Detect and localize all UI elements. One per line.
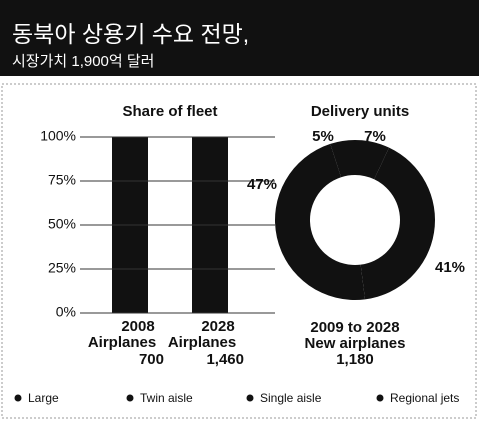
legend-label: Large	[28, 391, 59, 405]
total-label: 700	[139, 351, 164, 368]
chart-title: Share of fleet	[122, 103, 217, 120]
y-tick-label: 100%	[40, 128, 76, 144]
value-label: 47%	[247, 176, 277, 193]
legend-dot	[126, 394, 134, 402]
value-label: 41%	[435, 259, 465, 276]
x-tick-label: 2008	[121, 318, 154, 335]
chart-title: Delivery units	[311, 103, 409, 120]
header-title: 동북아 상용기 수요 전망,	[12, 21, 249, 47]
legend-dot	[376, 394, 384, 402]
y-tick-label: 0%	[56, 304, 76, 320]
value-label: 7%	[364, 128, 386, 145]
y-tick-label: 75%	[48, 172, 76, 188]
category-label: Airplanes	[168, 334, 236, 351]
y-tick-label: 50%	[48, 216, 76, 232]
header-bg	[0, 0, 479, 76]
total-label: 1,180	[336, 351, 374, 368]
donut-slice	[360, 147, 436, 300]
donut-slice	[355, 140, 390, 180]
caption: New airplanes	[305, 335, 406, 352]
donut-slice	[330, 140, 355, 178]
legend-label: Twin aisle	[140, 391, 193, 405]
legend-dot	[246, 394, 254, 402]
y-tick-label: 25%	[48, 260, 76, 276]
legend-dot	[14, 394, 22, 402]
legend-label: Regional jets	[390, 391, 459, 405]
value-label: 5%	[312, 128, 334, 145]
x-tick-label: 2028	[201, 318, 234, 335]
total-label: 1,460	[206, 351, 244, 368]
donut-slice	[274, 143, 366, 301]
header-subtitle: 시장가치 1,900억 달러	[12, 53, 154, 70]
caption: 2009 to 2028	[310, 319, 399, 336]
category-label: Airplanes	[88, 334, 156, 351]
legend-label: Single aisle	[260, 391, 322, 405]
frame	[1, 83, 477, 419]
